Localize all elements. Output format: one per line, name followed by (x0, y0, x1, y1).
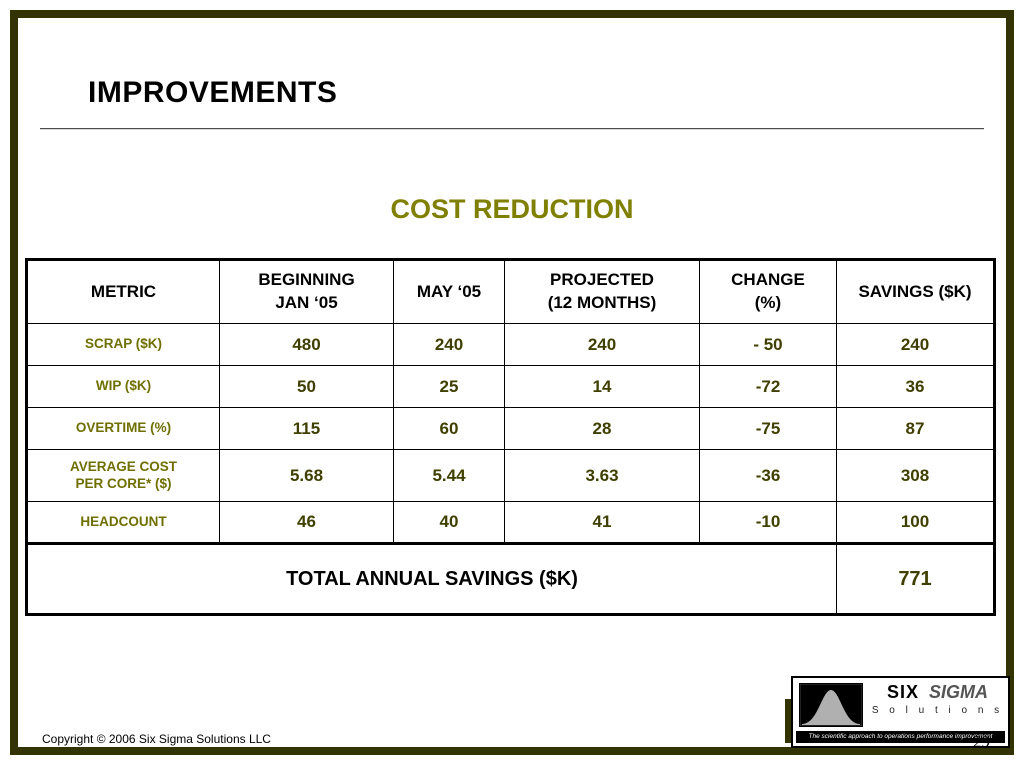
value-cell: 5.68 (219, 449, 394, 502)
table-total-row: TOTAL ANNUAL SAVINGS ($K) 771 (26, 542, 995, 615)
value-cell: 115 (219, 407, 394, 450)
value-cell: 87 (836, 407, 995, 450)
page-title: IMPROVEMENTS (88, 76, 338, 109)
value-cell: 240 (836, 323, 995, 366)
value-cell: 308 (836, 449, 995, 502)
value-cell: -75 (699, 407, 837, 450)
copyright-text: Copyright © 2006 Six Sigma Solutions LLC (42, 732, 271, 746)
value-cell: 25 (393, 365, 505, 408)
header-cell-beginning: BEGINNING JAN ‘05 (219, 259, 394, 324)
cost-reduction-table: METRIC BEGINNING JAN ‘05 MAY ‘05 PROJECT… (25, 258, 996, 616)
table-header-row: METRIC BEGINNING JAN ‘05 MAY ‘05 PROJECT… (26, 259, 995, 324)
table-row-wip: WIP ($K) 50 25 14 -72 36 (26, 365, 995, 408)
metric-label-cell: AVERAGE COST PER CORE* ($) (26, 449, 220, 502)
value-cell: 3.63 (504, 449, 700, 502)
value-cell: 100 (836, 501, 995, 544)
value-cell: 240 (504, 323, 700, 366)
logo-brand-line: SIX SIGMA (871, 682, 1004, 703)
value-cell: -10 (699, 501, 837, 544)
table-row-average-cost: AVERAGE COST PER CORE* ($) 5.68 5.44 3.6… (26, 449, 995, 502)
metric-label-cell: HEADCOUNT (26, 501, 220, 544)
value-cell: 40 (393, 501, 505, 544)
logo-text-block: SIX SIGMA S o l u t i o n s (871, 682, 1004, 716)
page-number: 29 (973, 732, 990, 751)
title-divider (40, 128, 984, 130)
slide-frame (10, 10, 1014, 755)
metric-label-cell: WIP ($K) (26, 365, 220, 408)
value-cell: 46 (219, 501, 394, 544)
value-cell: 5.44 (393, 449, 505, 502)
logo-tagline: The scientific approach to operations pe… (796, 731, 1005, 743)
metric-label-cell: SCRAP ($K) (26, 323, 220, 366)
table-row-overtime: OVERTIME (%) 115 60 28 -75 87 (26, 407, 995, 450)
section-heading: COST REDUCTION (390, 194, 634, 224)
value-cell: -72 (699, 365, 837, 408)
value-cell: 50 (219, 365, 394, 408)
logo-solutions-text: S o l u t i o n s (871, 704, 1004, 716)
header-cell-projected: PROJECTED (12 MONTHS) (504, 259, 700, 324)
cost-reduction-table-container: METRIC BEGINNING JAN ‘05 MAY ‘05 PROJECT… (25, 258, 996, 616)
metric-label-cell: OVERTIME (%) (26, 407, 220, 450)
value-cell: 60 (393, 407, 505, 450)
header-cell-metric: METRIC (26, 259, 220, 324)
value-cell: 41 (504, 501, 700, 544)
logo-box: SIX SIGMA S o l u t i o n s The scientif… (791, 676, 1010, 748)
logo-brand-secondary: SIGMA (929, 682, 989, 702)
total-label-cell: TOTAL ANNUAL SAVINGS ($K) (26, 542, 837, 615)
header-cell-change: CHANGE (%) (699, 259, 837, 324)
table-row-headcount: HEADCOUNT 46 40 41 -10 100 (26, 501, 995, 544)
value-cell: -36 (699, 449, 837, 502)
bell-curve-icon (799, 683, 863, 727)
value-cell: 28 (504, 407, 700, 450)
header-cell-may: MAY ‘05 (393, 259, 505, 324)
table-row-scrap: SCRAP ($K) 480 240 240 - 50 240 (26, 323, 995, 366)
value-cell: 14 (504, 365, 700, 408)
total-value-cell: 771 (836, 542, 995, 615)
logo-brand-primary: SIX (886, 682, 919, 702)
value-cell: 480 (219, 323, 394, 366)
header-cell-savings: SAVINGS ($K) (836, 259, 995, 324)
value-cell: 36 (836, 365, 995, 408)
value-cell: 240 (393, 323, 505, 366)
value-cell: - 50 (699, 323, 837, 366)
